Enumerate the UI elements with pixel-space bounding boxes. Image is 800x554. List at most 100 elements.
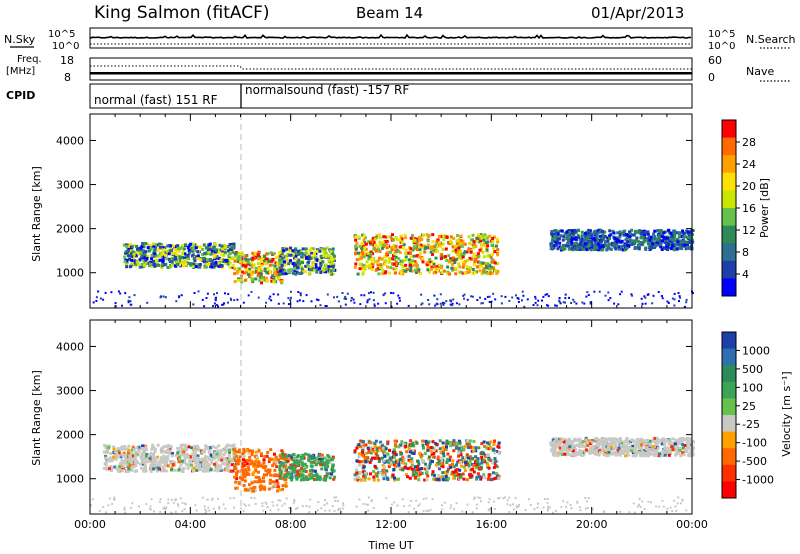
echo-cell: [685, 236, 689, 240]
echo-cell: [233, 464, 236, 468]
echo-cell: [369, 458, 373, 462]
echo-cell: [485, 446, 489, 450]
echo-cell: [159, 456, 163, 460]
echo-cell: [574, 236, 578, 240]
echo-cell: [489, 440, 493, 444]
echo-cell: [442, 237, 446, 241]
echo-cell: [430, 245, 434, 249]
echo-cell: [428, 464, 431, 468]
echo-cell: [139, 252, 143, 256]
echo-cell: [457, 253, 461, 257]
echo-cell: [132, 448, 136, 452]
echo-cell: [457, 473, 461, 477]
echo-cell: [375, 244, 379, 248]
ground-scatter-cell: [268, 297, 271, 300]
echo-cell: [207, 457, 211, 461]
echo-cell: [285, 247, 289, 251]
echo-cell: [152, 467, 156, 471]
echo-cell: [254, 469, 258, 473]
echo-cell: [609, 247, 613, 251]
echo-cell: [168, 249, 172, 253]
ground-scatter-cell: [399, 299, 401, 302]
echo-cell: [482, 440, 486, 444]
ground-scatter-cell: [262, 509, 265, 512]
echo-cell: [393, 464, 397, 468]
echo-cell: [261, 276, 265, 280]
echo-cell: [425, 470, 429, 474]
echo-cell: [482, 238, 486, 242]
echo-cell: [241, 462, 245, 466]
echo-cell: [166, 266, 170, 269]
ground-scatter-cell: [377, 302, 380, 305]
echo-cell: [284, 454, 288, 458]
echo-cell: [470, 257, 474, 261]
echo-cell: [279, 471, 283, 475]
echo-cell: [233, 272, 237, 276]
ground-scatter-cell: [343, 297, 346, 300]
echo-cell: [248, 267, 252, 271]
echo-cell: [225, 468, 229, 471]
echo-cell: [253, 480, 257, 484]
echo-cell: [570, 441, 574, 445]
cpid-mode-2: normalsound (fast) -157 RF: [245, 83, 409, 97]
noise-tick-top-right: 10^5: [708, 29, 735, 40]
echo-cell: [480, 466, 483, 470]
echo-cell: [468, 473, 472, 477]
echo-cell: [173, 264, 177, 268]
echo-cell: [210, 265, 214, 269]
echo-cell: [641, 234, 645, 238]
echo-cell: [322, 254, 326, 258]
echo-cell: [145, 448, 148, 452]
echo-cell: [638, 451, 642, 455]
echo-cell: [381, 446, 385, 450]
echo-cell: [394, 267, 398, 271]
echo-cell: [112, 445, 116, 449]
echo-cell: [592, 445, 596, 449]
echo-cell: [284, 272, 288, 276]
echo-cell: [651, 238, 655, 241]
echo-cell: [374, 439, 378, 443]
echo-cell: [578, 241, 582, 245]
echo-cell: [554, 447, 557, 451]
echo-cell: [618, 235, 622, 239]
echo-cell: [476, 459, 480, 463]
echo-cell: [425, 233, 429, 237]
echo-cell: [618, 437, 622, 440]
echo-cell: [452, 470, 456, 474]
echo-cell: [187, 445, 191, 449]
ground-scatter-cell: [121, 304, 123, 307]
ground-scatter-cell: [652, 294, 655, 297]
echo-cell: [475, 475, 479, 479]
ground-scatter-cell: [536, 304, 539, 307]
ground-scatter-cell: [420, 293, 423, 296]
echo-cell: [584, 234, 588, 238]
echo-cell: [384, 460, 388, 464]
echo-cell: [190, 467, 194, 471]
echo-cell: [228, 460, 231, 464]
echo-cell: [306, 261, 310, 265]
echo-cell: [654, 451, 658, 455]
echo-cell: [153, 263, 157, 267]
echo-cell: [497, 441, 501, 445]
echo-cell: [170, 460, 174, 463]
echo-cell: [247, 468, 251, 472]
echo-cell: [691, 452, 695, 456]
echo-cell: [633, 241, 637, 245]
echo-cell: [683, 231, 687, 235]
echo-cell: [384, 259, 387, 263]
echo-cell: [450, 472, 454, 476]
ground-scatter-cell: [333, 296, 335, 299]
echo-cell: [228, 243, 232, 247]
echo-cell: [262, 473, 266, 477]
echo-cell: [658, 236, 662, 240]
echo-cell: [641, 451, 645, 455]
echo-cell: [266, 451, 270, 454]
echo-cell: [573, 228, 577, 232]
echo-cell: [203, 265, 207, 269]
echo-cell: [196, 257, 200, 261]
echo-cell: [132, 252, 136, 256]
echo-cell: [191, 265, 195, 269]
echo-cell: [260, 281, 263, 285]
echo-cell: [675, 247, 679, 251]
echo-cell: [112, 456, 116, 459]
